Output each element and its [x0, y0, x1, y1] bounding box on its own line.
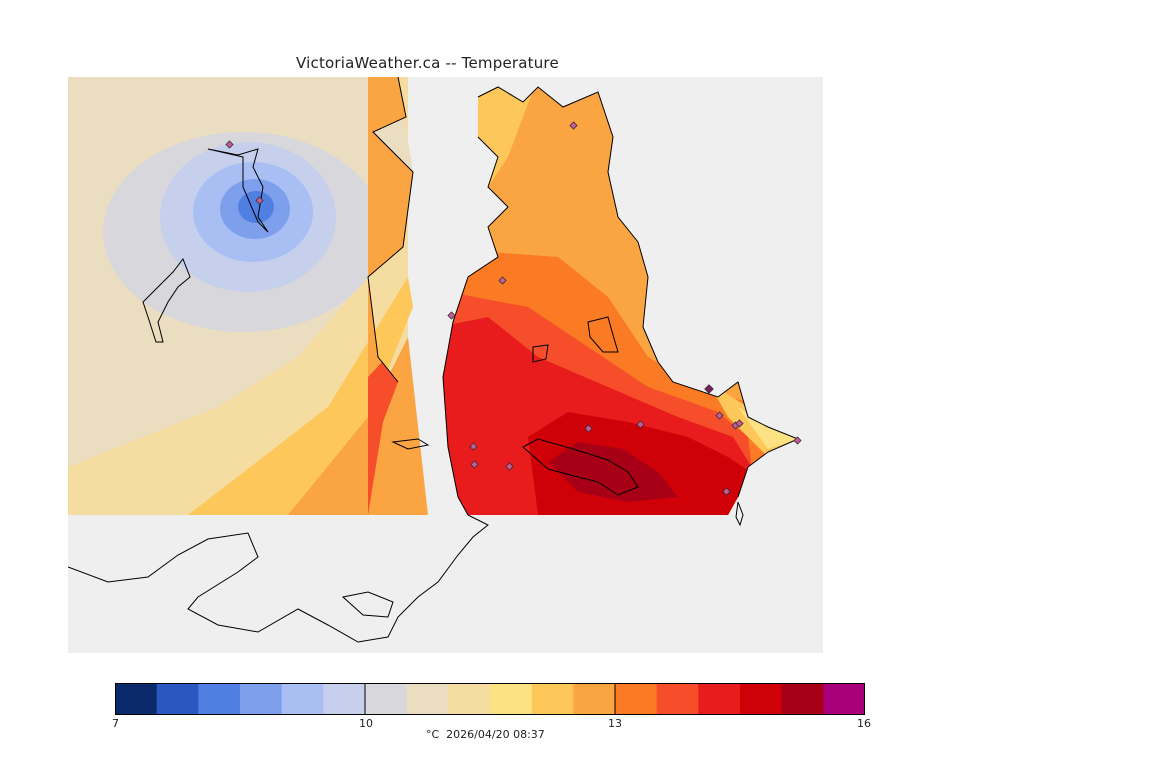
legend-swatch: [656, 683, 699, 715]
coastline-island-2: [735, 501, 744, 527]
legend-swatch: [448, 683, 491, 715]
station-marker[interactable]: [584, 424, 593, 433]
legend-swatch: [698, 683, 741, 715]
coastline-lake-east-1: [587, 316, 619, 353]
coastline-inlet: [442, 136, 509, 516]
legend-tick-13: 13: [608, 717, 622, 730]
station-marker[interactable]: [225, 140, 234, 149]
station-marker[interactable]: [255, 196, 264, 205]
legend-swatch: [365, 683, 408, 715]
legend-swatch: [156, 683, 199, 715]
station-marker[interactable]: [469, 442, 478, 451]
station-marker[interactable]: [447, 311, 456, 320]
legend-swatch: [198, 683, 241, 715]
coastline-lake-south: [391, 438, 430, 450]
legend-swatch: [740, 683, 783, 715]
legend-swatch: [531, 683, 574, 715]
coastline-southern-mainland: [68, 514, 489, 643]
legend-swatch: [573, 683, 616, 715]
station-marker[interactable]: [715, 411, 724, 420]
station-marker[interactable]: [704, 384, 714, 394]
coastline-lake-southwest: [142, 257, 191, 343]
station-marker[interactable]: [470, 460, 479, 469]
station-marker[interactable]: [505, 462, 514, 471]
coastline-harbour: [522, 438, 639, 496]
legend-tick-10: 10: [359, 717, 373, 730]
legend-border: [115, 683, 865, 715]
legend-swatch: [490, 683, 533, 715]
station-marker[interactable]: [722, 487, 731, 496]
legend-tick-7: 7: [112, 717, 119, 730]
legend-swatch: [281, 683, 324, 715]
coastline-east: [477, 86, 800, 498]
coastline-west: [367, 77, 414, 383]
station-marker[interactable]: [498, 276, 507, 285]
map-title: VictoriaWeather.ca -- Temperature: [296, 54, 559, 72]
legend-swatch: [823, 683, 865, 715]
station-marker[interactable]: [793, 436, 802, 445]
legend-swatch: [240, 683, 283, 715]
temperature-blob-8: [238, 191, 274, 223]
temperature-band-east-15: [548, 442, 678, 502]
station-marker[interactable]: [636, 420, 645, 429]
coastline-island-1: [341, 591, 394, 618]
legend-swatch: [615, 683, 658, 715]
station-marker[interactable]: [735, 419, 744, 428]
coastlines: [68, 77, 800, 643]
legend-swatch: [781, 683, 824, 715]
color-legend: [115, 683, 865, 715]
station-markers: [225, 121, 802, 496]
temperature-map: [68, 77, 823, 653]
legend-tick-16: 16: [857, 717, 871, 730]
legend-caption: °C 2026/04/20 08:37: [426, 728, 545, 741]
legend-swatch: [115, 683, 158, 715]
legend-swatch: [323, 683, 366, 715]
coastline-lake-north: [207, 148, 269, 233]
legend-swatch: [406, 683, 449, 715]
station-marker[interactable]: [569, 121, 578, 130]
coastline-lake-east-2: [532, 344, 549, 363]
